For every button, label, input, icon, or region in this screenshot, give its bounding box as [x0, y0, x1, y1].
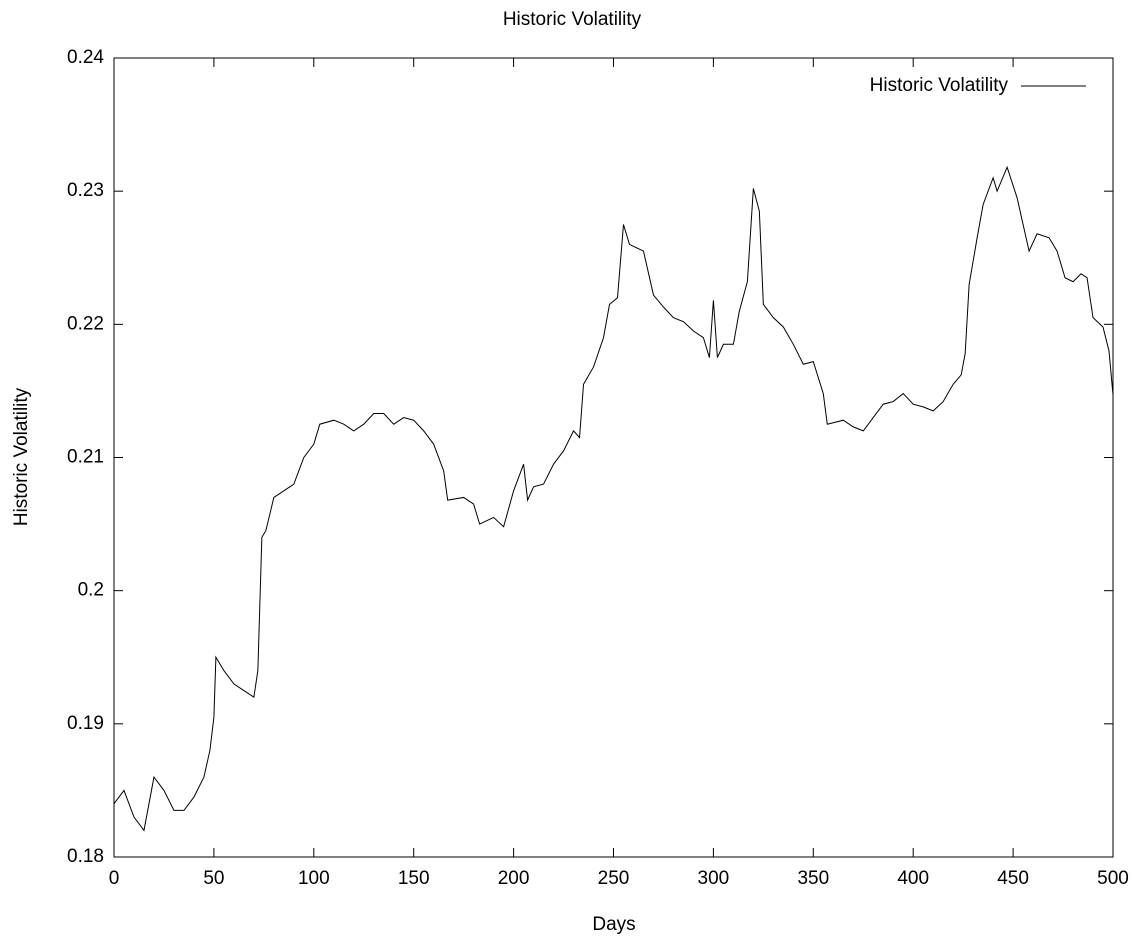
- x-tick-label: 450: [997, 868, 1029, 889]
- x-tick-label: 300: [698, 868, 730, 889]
- y-tick-label: 0.23: [67, 180, 104, 201]
- x-tick-label: 350: [797, 868, 829, 889]
- x-tick-label: 100: [298, 868, 330, 889]
- x-tick-label: 0: [109, 868, 120, 889]
- legend-label: Historic Volatility: [870, 75, 1009, 96]
- x-axis-label: Days: [592, 914, 635, 935]
- plot-frame: [113, 57, 1114, 858]
- x-tick-label: 200: [498, 868, 530, 889]
- x-tick-label: 400: [897, 868, 929, 889]
- x-tick-label: 150: [398, 868, 430, 889]
- y-tick-label: 0.18: [67, 846, 104, 867]
- y-tick-label: 0.22: [67, 313, 104, 334]
- x-tick-label: 250: [598, 868, 630, 889]
- y-tick-label: 0.19: [67, 713, 104, 734]
- x-tick-label: 50: [203, 868, 224, 889]
- y-axis-label: Historic Volatility: [11, 387, 32, 526]
- data-line: [113, 165, 1114, 832]
- chart-title: Historic Volatility: [503, 9, 642, 30]
- x-tick-label: 500: [1097, 868, 1129, 889]
- y-tick-label: 0.21: [67, 447, 104, 468]
- y-tick-label: 0.24: [67, 47, 104, 68]
- y-tick-label: 0.2: [78, 580, 104, 601]
